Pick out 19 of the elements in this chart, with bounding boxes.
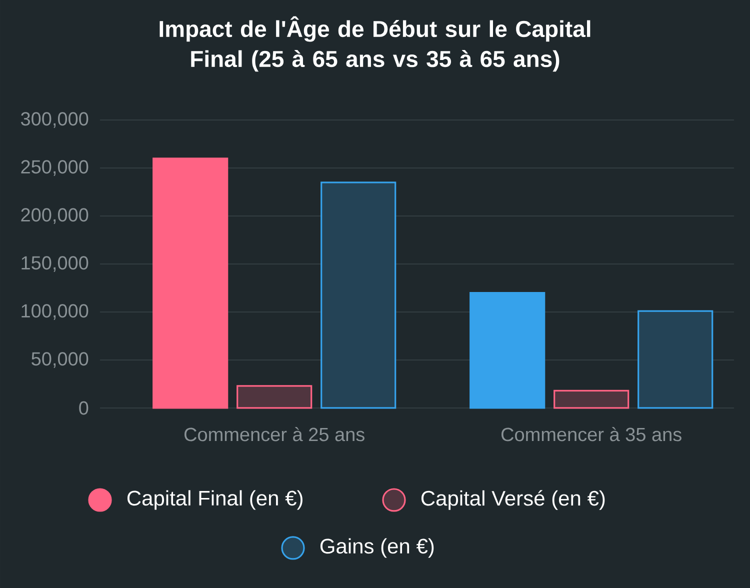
- y-tick-label: 0: [79, 401, 88, 415]
- bar: [470, 292, 546, 409]
- y-tick-label: 150,000: [22, 256, 88, 272]
- y-tick-label: 250,000: [21, 160, 88, 176]
- bar: [320, 182, 396, 409]
- y-tick-label: 300,000: [20, 112, 88, 128]
- bar: [152, 158, 228, 409]
- y-tick-label: 100,000: [22, 304, 88, 320]
- bar: [638, 310, 714, 409]
- legend-label: Capital Final (en €): [127, 490, 302, 510]
- chart-title: Impact de l'Âge de Début sur le Capital Final (25 à 65 ans vs 35 à 65 ans): [160, 16, 590, 72]
- bar: [554, 390, 630, 409]
- y-tick-label: 200,000: [21, 208, 88, 224]
- legend-label: Gains (en €): [320, 538, 434, 558]
- x-tick-label: Commencer à 25 ans: [184, 427, 364, 442]
- y-tick-label: 50,000: [32, 352, 88, 368]
- bar: [236, 385, 312, 409]
- x-tick-label: Commencer à 35 ans: [502, 427, 682, 442]
- legend-label: Capital Versé (en €): [421, 490, 605, 510]
